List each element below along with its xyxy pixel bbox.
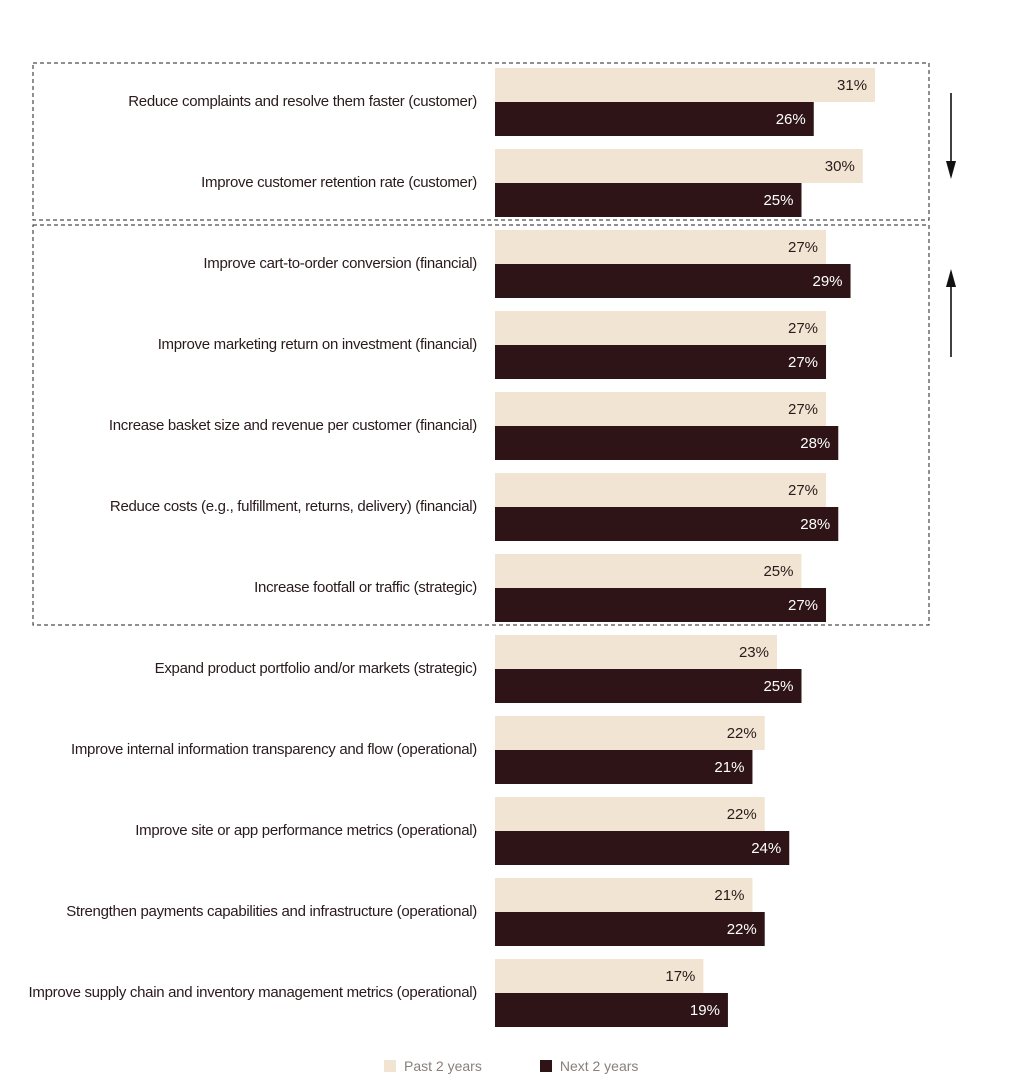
bar-next bbox=[495, 912, 765, 946]
data-label: 27% bbox=[788, 401, 818, 418]
data-label: 21% bbox=[714, 759, 744, 776]
category-label: Improve internal information transparenc… bbox=[71, 741, 477, 758]
bar-next bbox=[495, 345, 827, 379]
bar-past bbox=[495, 635, 777, 669]
data-label: 25% bbox=[763, 563, 793, 580]
bar-past bbox=[495, 149, 863, 183]
category-label: Improve supply chain and inventory manag… bbox=[29, 984, 478, 1001]
data-label: 19% bbox=[690, 1002, 720, 1019]
bar-past bbox=[495, 554, 802, 588]
category-label: Improve marketing return on investment (… bbox=[158, 336, 478, 353]
bar-past bbox=[495, 68, 876, 102]
data-label: 27% bbox=[788, 320, 818, 337]
legend-label-next: Next 2 years bbox=[559, 1058, 639, 1074]
data-label: 27% bbox=[788, 482, 818, 499]
data-label: 29% bbox=[813, 273, 843, 290]
data-label: 22% bbox=[727, 725, 757, 742]
bar-next bbox=[495, 264, 851, 298]
data-label: 30% bbox=[825, 158, 855, 175]
bar-next bbox=[495, 102, 814, 136]
dashed-box-1 bbox=[32, 224, 930, 626]
data-label: 23% bbox=[739, 644, 769, 661]
category-label: Improve site or app performance metrics … bbox=[135, 822, 477, 839]
bar-past bbox=[495, 797, 765, 831]
data-label: 27% bbox=[788, 239, 818, 256]
category-label: Increase footfall or traffic (strategic) bbox=[254, 579, 477, 596]
category-label: Expand product portfolio and/or markets … bbox=[155, 660, 478, 677]
category-label: Strengthen payments capabilities and inf… bbox=[66, 903, 477, 920]
bar-past bbox=[495, 230, 827, 264]
legend-item-past: Past 2 years bbox=[384, 1058, 482, 1074]
data-label: 21% bbox=[714, 887, 744, 904]
bar-next bbox=[495, 426, 839, 460]
bar-next bbox=[495, 831, 790, 865]
data-label: 28% bbox=[800, 516, 830, 533]
bar-past bbox=[495, 392, 827, 426]
data-label: 22% bbox=[727, 806, 757, 823]
dashed-box-0 bbox=[32, 62, 930, 221]
data-label: 25% bbox=[763, 192, 793, 209]
category-label: Increase basket size and revenue per cus… bbox=[109, 417, 477, 434]
arrow-down-icon bbox=[946, 161, 956, 179]
legend: Past 2 years Next 2 years bbox=[384, 1058, 638, 1074]
data-label: 25% bbox=[763, 678, 793, 695]
bar-past bbox=[495, 473, 827, 507]
data-label: 31% bbox=[837, 77, 867, 94]
arrow-up-icon bbox=[946, 269, 956, 287]
bar-next bbox=[495, 993, 728, 1027]
data-label: 28% bbox=[800, 435, 830, 452]
bar-next bbox=[495, 750, 753, 784]
category-label: Improve cart-to-order conversion (financ… bbox=[203, 255, 477, 272]
bar-past bbox=[495, 878, 753, 912]
bar-past bbox=[495, 959, 704, 993]
category-label: Reduce costs (e.g., fulfillment, returns… bbox=[110, 498, 477, 515]
data-label: 27% bbox=[788, 354, 818, 371]
bar-past bbox=[495, 716, 765, 750]
category-label: Reduce complaints and resolve them faste… bbox=[128, 93, 477, 110]
bar-next bbox=[495, 669, 802, 703]
data-label: 24% bbox=[751, 840, 781, 857]
bar-past bbox=[495, 311, 827, 345]
bar-next bbox=[495, 588, 827, 622]
legend-label-past: Past 2 years bbox=[404, 1058, 482, 1074]
data-label: 22% bbox=[727, 921, 757, 938]
category-label: Improve customer retention rate (custome… bbox=[201, 174, 477, 191]
legend-swatch-next bbox=[539, 1060, 552, 1072]
bar-next bbox=[495, 507, 839, 541]
data-label: 27% bbox=[788, 597, 818, 614]
legend-item-next: Next 2 years bbox=[539, 1058, 639, 1074]
data-label: 26% bbox=[776, 111, 806, 128]
data-label: 17% bbox=[665, 968, 695, 985]
bar-next bbox=[495, 183, 802, 217]
legend-swatch-past bbox=[384, 1060, 396, 1072]
